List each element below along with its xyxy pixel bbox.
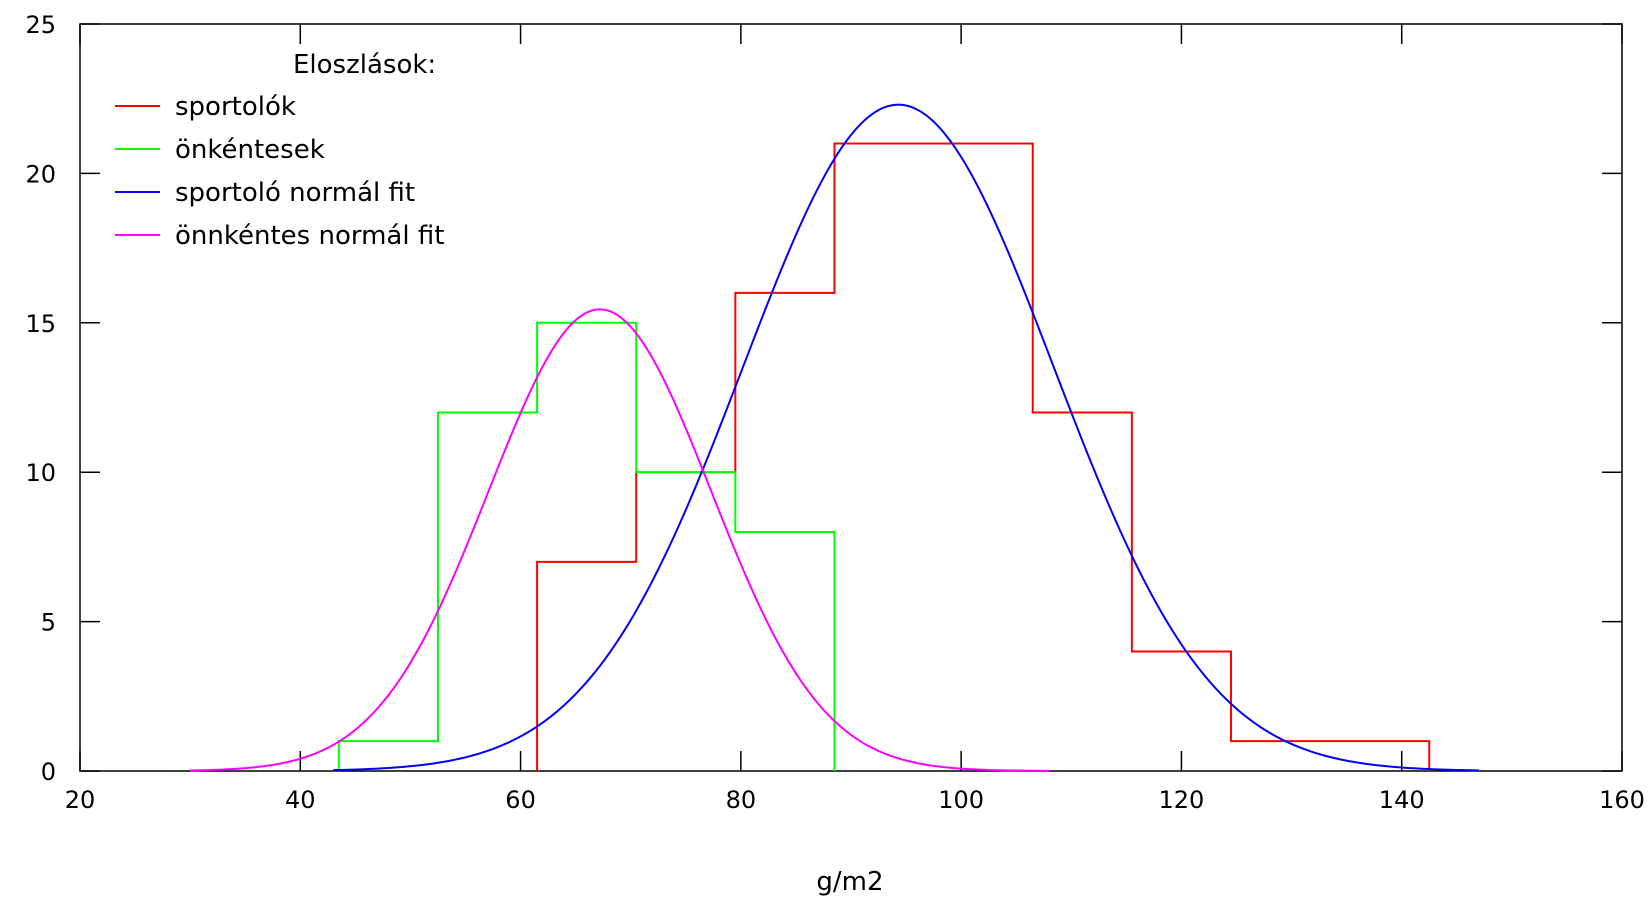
legend-title: Eloszlások: bbox=[293, 50, 436, 80]
x-tick-label: 80 bbox=[726, 786, 757, 814]
x-tick-label: 140 bbox=[1379, 786, 1425, 814]
x-tick-label: 40 bbox=[285, 786, 316, 814]
x-tick-label: 160 bbox=[1599, 786, 1645, 814]
legend-label: önnkéntes normál fit bbox=[175, 221, 444, 251]
y-tick-label: 25 bbox=[25, 11, 56, 39]
x-tick-label: 20 bbox=[65, 786, 96, 814]
plot-frame bbox=[79, 23, 1623, 772]
series-layer bbox=[190, 103, 1479, 772]
y-tick-label: 10 bbox=[25, 459, 56, 487]
legend: Eloszlások: sportolók önkéntesek sportoló … bbox=[115, 50, 444, 251]
y-tick-label: 20 bbox=[25, 160, 56, 188]
legend-label: sportolók bbox=[175, 92, 296, 122]
y-tick-label: 5 bbox=[41, 609, 56, 637]
y-tick-label: 0 bbox=[41, 758, 56, 786]
series-line-1 bbox=[337, 321, 836, 771]
x-tick-label: 100 bbox=[938, 786, 984, 814]
y-tick-label: 15 bbox=[25, 310, 56, 338]
series-line-0 bbox=[536, 142, 1431, 771]
x-tick-label: 60 bbox=[505, 786, 536, 814]
x-tick-label: 120 bbox=[1159, 786, 1205, 814]
series-line-3 bbox=[190, 308, 1050, 772]
series-line-2 bbox=[333, 103, 1479, 772]
axis-ticks: 20 40 60 80 100 120 140 160 0 5 10 15 20 25 bbox=[25, 11, 1644, 814]
legend-label: sportoló normál fit bbox=[175, 178, 415, 208]
x-axis-title: g/m2 bbox=[816, 867, 883, 897]
legend-label: önkéntesek bbox=[175, 135, 325, 165]
